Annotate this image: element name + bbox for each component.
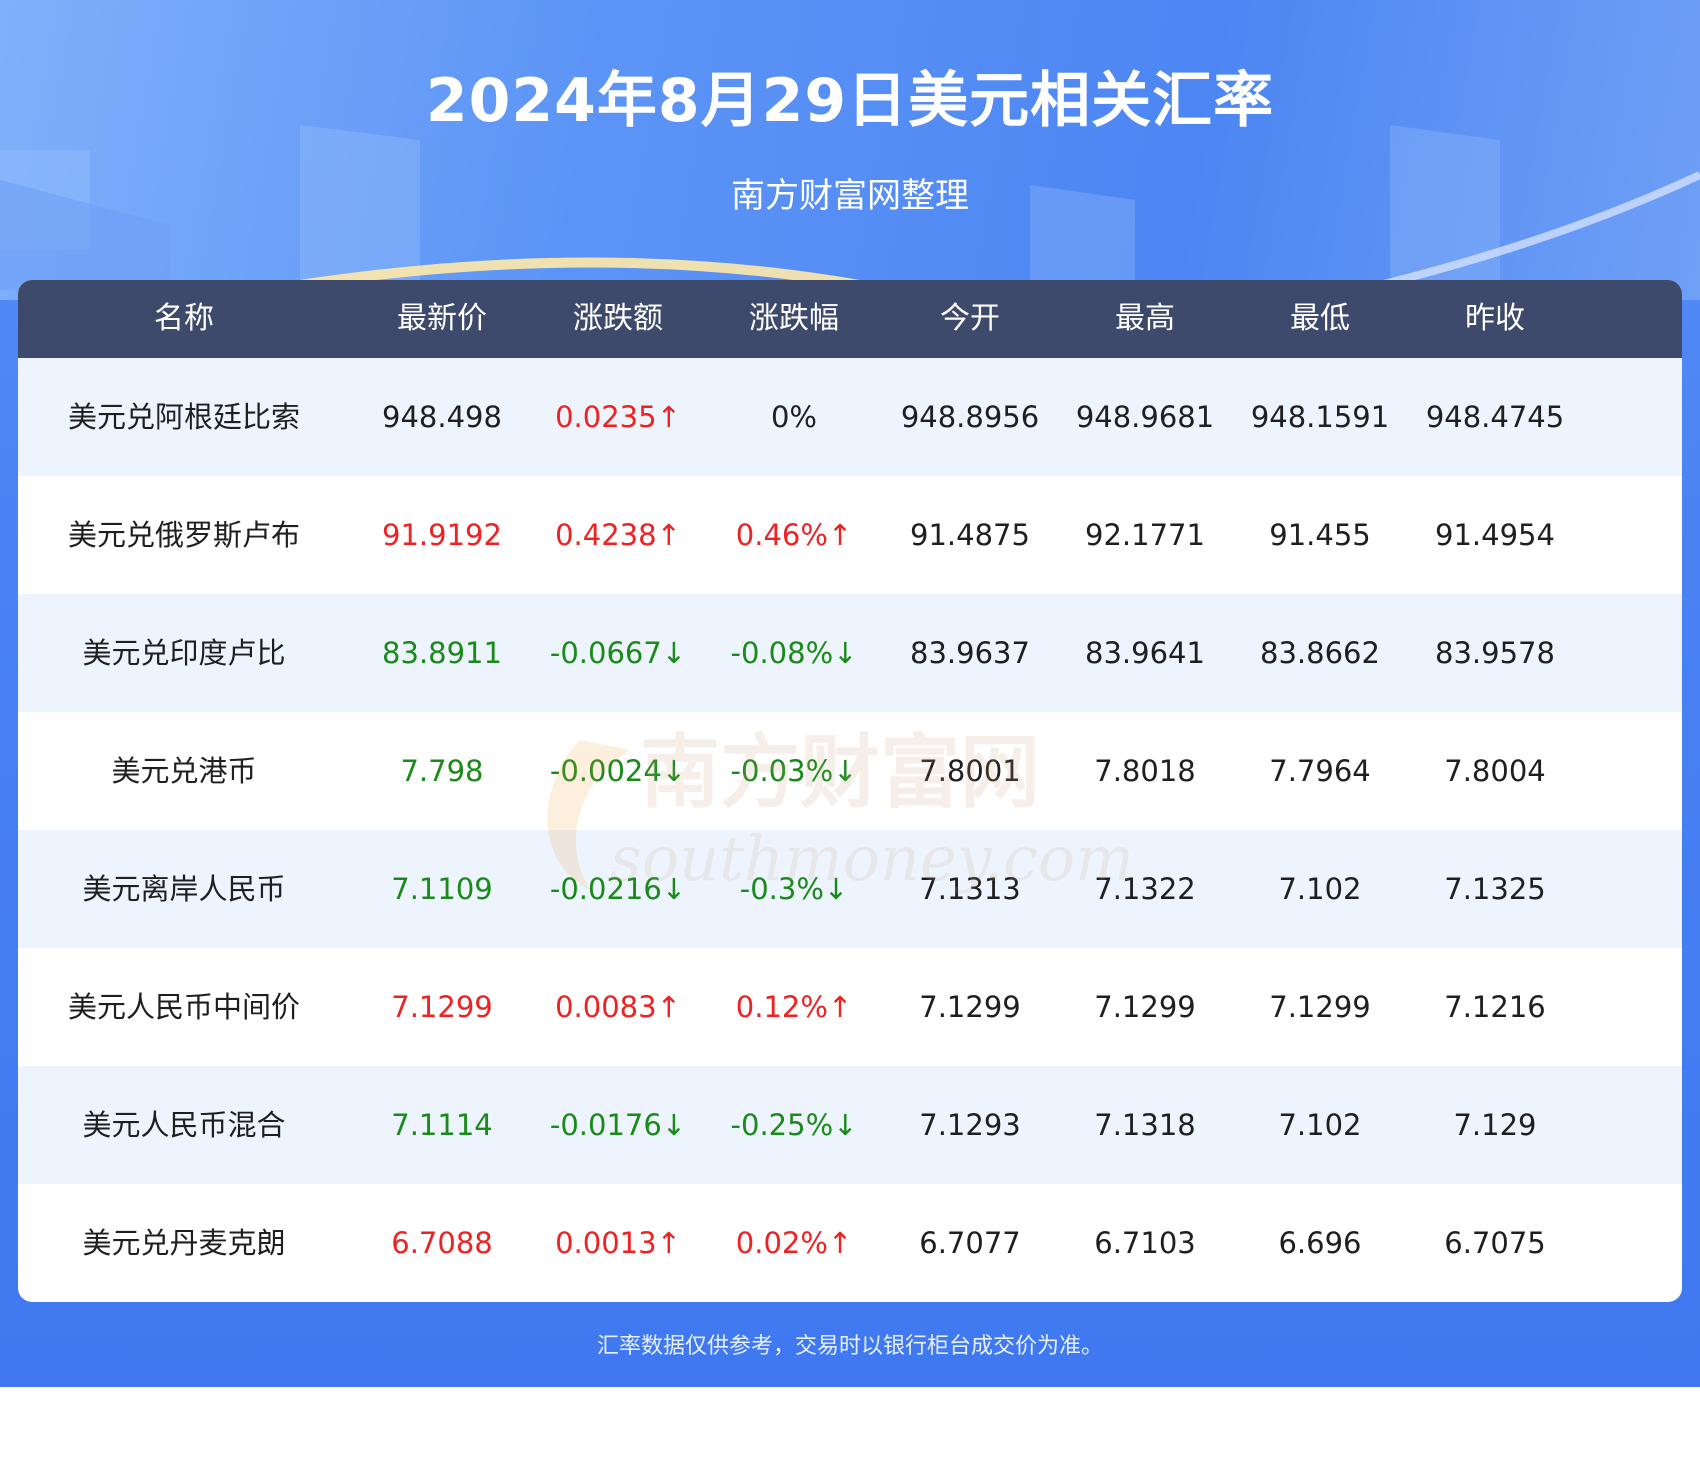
cell-open: 7.1299	[919, 990, 1021, 1024]
cell-name: 美元兑丹麦克朗	[82, 1226, 286, 1260]
table-row: 美元兑印度卢比 83.8911 -0.0667↓ -0.08%↓ 83.9637 83.9…	[18, 594, 1682, 712]
cell-open: 7.8001	[919, 754, 1021, 788]
cell-pct: 0%	[770, 400, 817, 434]
poster: 2024年8月29日美元相关汇率 南方财富网整理 名称 最新价 涨跌额 涨跌幅 …	[0, 0, 1700, 1387]
cell-name: 美元人民币混合	[82, 1108, 286, 1142]
cell-latest: 7.1114	[391, 1108, 493, 1142]
cell-high: 7.1322	[1094, 872, 1196, 906]
cell-prev: 6.7075	[1444, 1226, 1546, 1260]
col-name: 名称	[154, 301, 214, 336]
cell-low: 7.102	[1278, 872, 1362, 906]
cell-low: 91.455	[1269, 518, 1371, 552]
cell-prev: 91.4954	[1435, 518, 1555, 552]
cell-pct: 0.12%↑	[735, 990, 853, 1024]
table-row: 美元离岸人民币 7.1109 -0.0216↓ -0.3%↓ 7.1313 7.1322 7…	[18, 830, 1682, 948]
cell-latest: 948.498	[382, 400, 502, 434]
cell-low: 6.696	[1278, 1226, 1362, 1260]
cell-low: 83.8662	[1260, 636, 1380, 670]
cell-open: 91.4875	[910, 518, 1030, 552]
cell-open: 83.9637	[910, 636, 1030, 670]
cell-high: 83.9641	[1085, 636, 1205, 670]
col-open: 今开	[940, 301, 1000, 336]
cell-latest: 7.1299	[391, 990, 493, 1024]
cell-pct: -0.25%↓	[730, 1108, 858, 1142]
cell-change: -0.0216↓	[549, 872, 687, 906]
cell-prev: 7.129	[1453, 1108, 1537, 1142]
cell-high: 7.8018	[1094, 754, 1196, 788]
cell-low: 7.102	[1278, 1108, 1362, 1142]
col-latest: 最新价	[397, 301, 487, 336]
table-row: 美元兑阿根廷比索 948.498 0.0235↑ 0% 948.8956 948.9681…	[18, 358, 1682, 476]
cell-pct: -0.3%↓	[739, 872, 849, 906]
cell-open: 7.1313	[919, 872, 1021, 906]
cell-prev: 7.1216	[1444, 990, 1546, 1024]
cell-name: 美元人民币中间价	[67, 990, 300, 1024]
cell-low: 948.1591	[1250, 400, 1390, 434]
cell-open: 6.7077	[919, 1226, 1021, 1260]
cell-high: 92.1771	[1085, 518, 1205, 552]
cell-high: 7.1299	[1094, 990, 1196, 1024]
disclaimer: 汇率数据仅供参考，交易时以银行柜台成交价为准。	[596, 1334, 1103, 1359]
cell-name: 美元离岸人民币	[82, 872, 286, 906]
cell-low: 7.1299	[1269, 990, 1371, 1024]
cell-latest: 6.7088	[391, 1226, 493, 1260]
cell-prev: 7.8004	[1444, 754, 1546, 788]
cell-change: -0.0176↓	[549, 1108, 687, 1142]
cell-latest: 91.9192	[382, 518, 502, 552]
cell-pct: 0.46%↑	[735, 518, 853, 552]
cell-pct: -0.08%↓	[730, 636, 858, 670]
col-high: 最高	[1115, 301, 1175, 336]
cell-pct: -0.03%↓	[730, 754, 858, 788]
cell-latest: 7.798	[400, 754, 484, 788]
col-prev: 昨收	[1465, 301, 1525, 336]
cell-prev: 948.4745	[1425, 400, 1565, 434]
cell-pct: 0.02%↑	[735, 1226, 853, 1260]
table-row: 美元兑丹麦克朗 6.7088 0.0013↑ 0.02%↑ 6.7077 6.7103 6.…	[18, 1184, 1682, 1302]
cell-name: 美元兑港币	[111, 754, 257, 788]
cell-name: 美元兑阿根廷比索	[67, 400, 300, 434]
table-body: 美元兑阿根廷比索 948.498 0.0235↑ 0% 948.8956 948.9681…	[18, 358, 1682, 1302]
cell-high: 948.9681	[1075, 400, 1215, 434]
cell-name: 美元兑俄罗斯卢布	[67, 518, 300, 552]
hero-background	[0, 0, 1700, 300]
rates-table: 名称 最新价 涨跌额 涨跌幅 今开 最高 最低 昨收 美元兑阿根廷比索 948.4…	[18, 280, 1682, 1302]
hero-decoration	[0, 125, 1700, 290]
table-header: 名称 最新价 涨跌额 涨跌幅 今开 最高 最低 昨收	[18, 280, 1682, 358]
table-row: 美元人民币中间价 7.1299 0.0083↑ 0.12%↑ 7.1299 7.1299 7…	[18, 948, 1682, 1066]
cell-name: 美元兑印度卢比	[82, 636, 286, 670]
col-change: 涨跌额	[573, 301, 663, 336]
col-low: 最低	[1290, 301, 1350, 336]
cell-high: 7.1318	[1094, 1108, 1196, 1142]
cell-latest: 7.1109	[391, 872, 493, 906]
cell-change: 0.0013↑	[555, 1226, 681, 1260]
table-row: 美元兑俄罗斯卢布 91.9192 0.4238↑ 0.46%↑ 91.4875 92.17…	[18, 476, 1682, 594]
cell-prev: 7.1325	[1444, 872, 1546, 906]
cell-change: 0.0235↑	[555, 400, 681, 434]
cell-low: 7.7964	[1269, 754, 1371, 788]
cell-open: 7.1293	[919, 1108, 1021, 1142]
page-title: 2024年8月29日美元相关汇率	[425, 66, 1275, 136]
page-subtitle: 南方财富网整理	[731, 176, 969, 216]
cell-change: -0.0667↓	[549, 636, 687, 670]
col-pct: 涨跌幅	[749, 301, 839, 336]
cell-prev: 83.9578	[1435, 636, 1555, 670]
cell-open: 948.8956	[900, 400, 1040, 434]
table-row: 美元人民币混合 7.1114 -0.0176↓ -0.25%↓ 7.1293 7.1318…	[18, 1066, 1682, 1184]
cell-change: -0.0024↓	[549, 754, 687, 788]
cell-latest: 83.8911	[382, 636, 502, 670]
cell-high: 6.7103	[1094, 1226, 1196, 1260]
table-row: 美元兑港币 7.798 -0.0024↓ -0.03%↓ 7.8001 7.8018 7.7…	[18, 712, 1682, 830]
cell-change: 0.0083↑	[555, 990, 681, 1024]
cell-change: 0.4238↑	[555, 518, 681, 552]
